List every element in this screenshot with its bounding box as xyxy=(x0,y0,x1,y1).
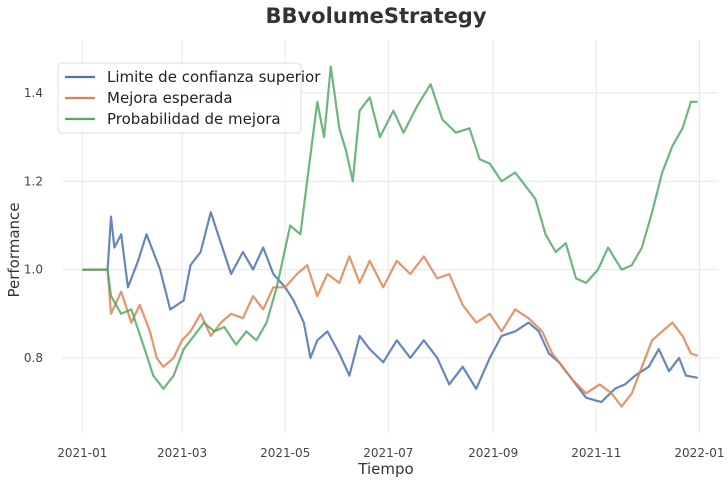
legend-label: Probabilidad de mejora xyxy=(107,110,281,128)
y-axis-label: Performance xyxy=(5,202,23,297)
y-tick-label: 1.2 xyxy=(24,174,43,188)
y-tick-label: 1.4 xyxy=(24,86,43,100)
chart-title: BBvolumeStrategy xyxy=(265,4,486,28)
x-tick-label: 2022-01 xyxy=(674,446,724,460)
x-axis-label: Tiempo xyxy=(357,460,413,478)
x-tick-label: 2021-01 xyxy=(57,446,107,460)
series-line-3 xyxy=(82,65,698,390)
legend: Limite de confianza superior Mejora esper… xyxy=(57,62,321,134)
y-tick-label: 1.0 xyxy=(24,263,43,277)
y-tick-labels: 0.8 1.0 1.2 1.4 xyxy=(24,86,43,365)
legend-box xyxy=(57,62,302,134)
x-tick-label: 2021-03 xyxy=(157,446,207,460)
legend-label: Mejora esperada xyxy=(107,89,233,107)
x-tick-label: 2021-05 xyxy=(260,446,310,460)
x-tick-label: 2021-11 xyxy=(571,446,621,460)
x-tick-labels: 2021-01 2021-03 2021-05 2021-07 2021-09 2021-… xyxy=(57,446,724,460)
y-tick-label: 0.8 xyxy=(24,351,43,365)
series-line-2 xyxy=(82,255,699,408)
series-line-1 xyxy=(82,211,698,404)
x-tick-label: 2021-07 xyxy=(363,446,413,460)
series-lines xyxy=(82,65,699,408)
x-tick-label: 2021-09 xyxy=(468,446,518,460)
legend-label: Limite de confianza superior xyxy=(107,68,321,86)
